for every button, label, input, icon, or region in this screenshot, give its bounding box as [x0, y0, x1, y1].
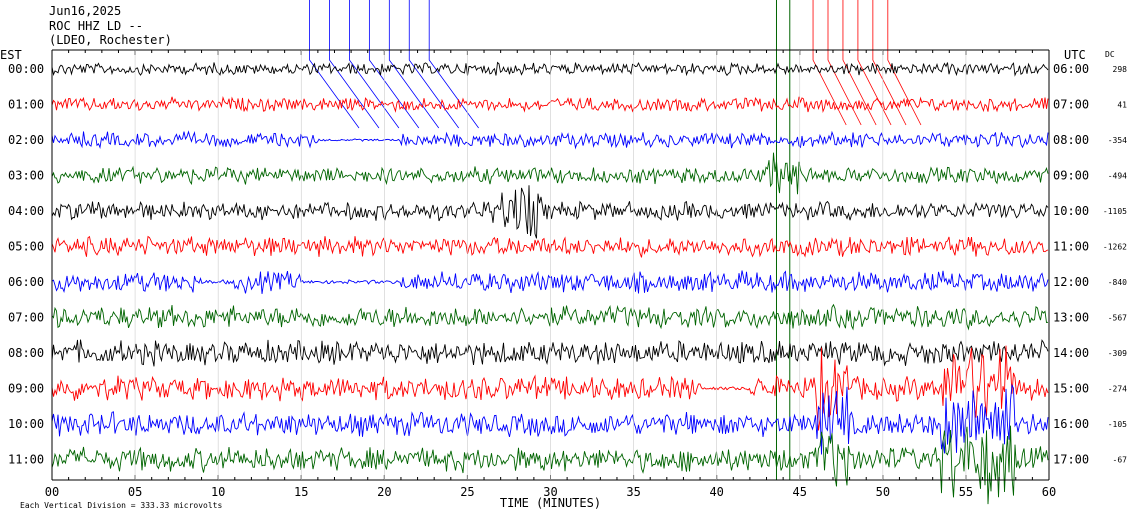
seismic-trace-0700	[51, 303, 1049, 331]
event-burst-line	[349, 0, 400, 129]
dc-offset-value: -494	[1108, 172, 1127, 181]
utc-hour-label: 11:00	[1053, 240, 1089, 254]
est-hour-label: 01:00	[8, 98, 44, 112]
seismic-trace-0200	[51, 130, 1049, 150]
event-burst-line	[408, 0, 460, 129]
utc-hour-label: 06:00	[1053, 62, 1089, 76]
dc-offset-value: 298	[1113, 65, 1128, 74]
utc-hour-label: 09:00	[1053, 169, 1089, 183]
event-burst-line	[857, 0, 892, 126]
x-tick-label: 40	[709, 485, 723, 499]
dc-offset-value: -274	[1108, 385, 1127, 394]
event-burst-line	[812, 0, 847, 126]
x-axis-title: TIME (MINUTES)	[500, 496, 601, 510]
plot-date: Jun16,2025	[49, 4, 122, 18]
est-hour-label: 09:00	[8, 382, 44, 396]
x-tick-label: 00	[45, 485, 59, 499]
x-tick-label: 50	[876, 485, 890, 499]
utc-hour-label: 13:00	[1053, 311, 1089, 325]
est-hour-label: 05:00	[8, 240, 44, 254]
utc-hour-label: 16:00	[1053, 417, 1089, 431]
station-code: ROC HHZ LD --	[49, 19, 143, 33]
est-hour-label: 10:00	[8, 417, 44, 431]
dc-offset-value: -67	[1113, 456, 1128, 465]
est-hour-label: 04:00	[8, 204, 44, 218]
x-tick-label: 45	[793, 485, 807, 499]
seismic-trace-0800	[51, 339, 1049, 367]
est-axis-label: EST	[0, 48, 22, 62]
dc-offset-value: -567	[1108, 314, 1127, 323]
dc-offset-value: -105	[1108, 420, 1127, 429]
dc-offset-value: -309	[1108, 349, 1127, 358]
utc-hour-label: 17:00	[1053, 453, 1089, 467]
x-tick-label: 35	[626, 485, 640, 499]
event-burst-line	[827, 0, 862, 126]
utc-hour-label: 14:00	[1053, 346, 1089, 360]
x-tick-label: 55	[959, 485, 973, 499]
event-burst-line	[368, 0, 420, 129]
utc-axis-label: UTC	[1064, 48, 1086, 62]
dc-offset-value: -1262	[1103, 243, 1127, 252]
seismic-trace-0600	[51, 270, 1049, 294]
x-tick-label: 30	[543, 485, 557, 499]
station-network: (LDEO, Rochester)	[49, 33, 172, 47]
dc-offset-value: -1105	[1103, 207, 1127, 216]
est-hour-label: 02:00	[8, 133, 44, 147]
event-burst-line	[887, 0, 922, 126]
est-hour-label: 00:00	[8, 62, 44, 76]
est-hour-label: 08:00	[8, 346, 44, 360]
event-burst-line	[428, 0, 479, 129]
event-burst-line	[388, 0, 440, 129]
event-burst-line	[329, 0, 380, 129]
dc-offset-value: -354	[1108, 136, 1127, 145]
x-tick-label: 25	[460, 485, 474, 499]
x-tick-label: 20	[377, 485, 391, 499]
est-hour-label: 03:00	[8, 169, 44, 183]
x-tick-label: 60	[1042, 485, 1056, 499]
dc-column-label: DC	[1105, 50, 1115, 59]
event-burst-line	[309, 0, 360, 129]
dc-offset-value: -840	[1108, 278, 1127, 287]
seismic-trace-0400	[51, 185, 1049, 239]
est-hour-label: 07:00	[8, 311, 44, 325]
est-hour-label: 11:00	[8, 453, 44, 467]
x-tick-label: 15	[294, 485, 308, 499]
seismic-trace-0300	[51, 152, 1049, 195]
utc-hour-label: 15:00	[1053, 382, 1089, 396]
label-layer: 00 05 10 15 20 25 30 35 40 45 50 55 60 TIME (MINUTES)…	[0, 48, 1127, 510]
utc-hour-label: 10:00	[1053, 204, 1089, 218]
footer-note: Each Vertical Division = 333.33 microvol…	[20, 501, 222, 510]
seismic-trace-0500	[51, 235, 1049, 258]
dc-offset-value: 41	[1117, 101, 1127, 110]
x-tick-label: 10	[211, 485, 225, 499]
trace-layer	[51, 61, 1049, 505]
est-hour-label: 06:00	[8, 275, 44, 289]
x-tick-label: 05	[128, 485, 142, 499]
utc-hour-label: 12:00	[1053, 275, 1089, 289]
event-burst-line	[842, 0, 877, 126]
plot-frame	[51, 49, 1050, 481]
utc-hour-label: 07:00	[1053, 98, 1089, 112]
seismic-trace-0000	[51, 61, 1049, 77]
utc-hour-label: 08:00	[1053, 133, 1089, 147]
event-burst-line	[872, 0, 907, 126]
event-bursts-layer	[309, 0, 922, 480]
